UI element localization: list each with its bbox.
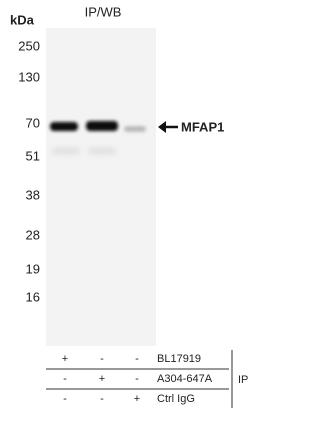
marker-label: 51 bbox=[26, 148, 40, 163]
cell: - bbox=[100, 353, 104, 365]
marker-label: 38 bbox=[26, 187, 40, 202]
blot bbox=[46, 28, 156, 346]
cell: - bbox=[135, 353, 139, 365]
cell: - bbox=[100, 393, 104, 405]
band bbox=[86, 121, 118, 131]
bands bbox=[50, 121, 146, 154]
band bbox=[52, 148, 80, 154]
cell: + bbox=[99, 373, 105, 385]
band-label: MFAP1 bbox=[181, 119, 224, 134]
row-label: Ctrl IgG bbox=[157, 393, 195, 405]
band bbox=[88, 148, 116, 154]
marker-label: 28 bbox=[26, 227, 40, 242]
figure: IP/WB kDa 250 130 70 51 38 28 19 16 MFAP1 + - - BL… bbox=[10, 4, 248, 408]
ip-label: IP bbox=[238, 374, 248, 386]
unit-label: kDa bbox=[10, 12, 35, 27]
ip-table: + - - BL17919 - + - A304-647A - - + Ctrl IgG bbox=[46, 350, 233, 408]
cell: - bbox=[63, 373, 67, 385]
marker-label: 70 bbox=[26, 115, 40, 130]
marker-label: 16 bbox=[26, 289, 40, 304]
cell: + bbox=[134, 393, 140, 405]
marker-label: 250 bbox=[18, 38, 40, 53]
marker-label: 130 bbox=[18, 69, 40, 84]
band bbox=[50, 122, 78, 131]
row-label: A304-647A bbox=[157, 373, 213, 385]
title: IP/WB bbox=[85, 4, 122, 19]
markers: 250 130 70 51 38 28 19 16 bbox=[18, 38, 40, 304]
row-label: BL17919 bbox=[157, 353, 201, 365]
marker-label: 19 bbox=[26, 261, 40, 276]
arrow bbox=[158, 121, 178, 133]
cell: - bbox=[63, 393, 67, 405]
cell: + bbox=[62, 353, 68, 365]
band bbox=[124, 126, 146, 132]
cell: - bbox=[135, 373, 139, 385]
